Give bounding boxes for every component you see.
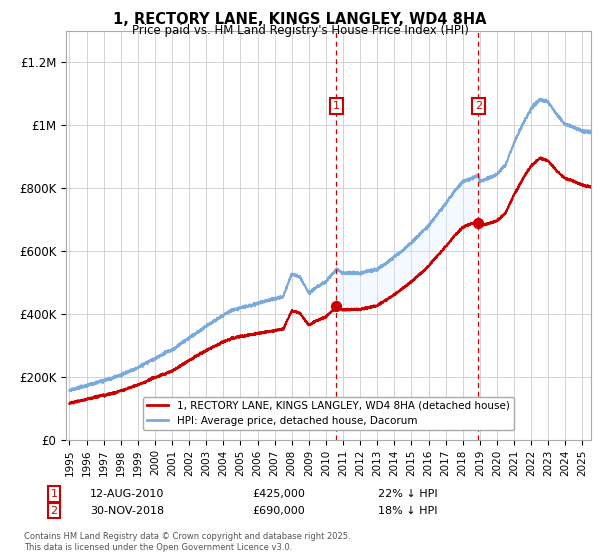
Text: Contains HM Land Registry data © Crown copyright and database right 2025.
This d: Contains HM Land Registry data © Crown c…	[24, 532, 350, 552]
Point	[332, 301, 341, 310]
Text: 1, RECTORY LANE, KINGS LANGLEY, WD4 8HA: 1, RECTORY LANE, KINGS LANGLEY, WD4 8HA	[113, 12, 487, 27]
Text: 1: 1	[50, 489, 58, 499]
Text: 30-NOV-2018: 30-NOV-2018	[90, 506, 164, 516]
Text: £425,000: £425,000	[252, 489, 305, 499]
Text: Price paid vs. HM Land Registry's House Price Index (HPI): Price paid vs. HM Land Registry's House …	[131, 24, 469, 37]
Text: £690,000: £690,000	[252, 506, 305, 516]
Text: 22% ↓ HPI: 22% ↓ HPI	[378, 489, 437, 499]
Legend: 1, RECTORY LANE, KINGS LANGLEY, WD4 8HA (detached house), HPI: Average price, de: 1, RECTORY LANE, KINGS LANGLEY, WD4 8HA …	[143, 397, 514, 430]
Point	[473, 218, 483, 227]
Text: 2: 2	[475, 101, 482, 111]
Text: 12-AUG-2010: 12-AUG-2010	[90, 489, 164, 499]
Text: 1: 1	[333, 101, 340, 111]
Text: 18% ↓ HPI: 18% ↓ HPI	[378, 506, 437, 516]
Text: 2: 2	[50, 506, 58, 516]
